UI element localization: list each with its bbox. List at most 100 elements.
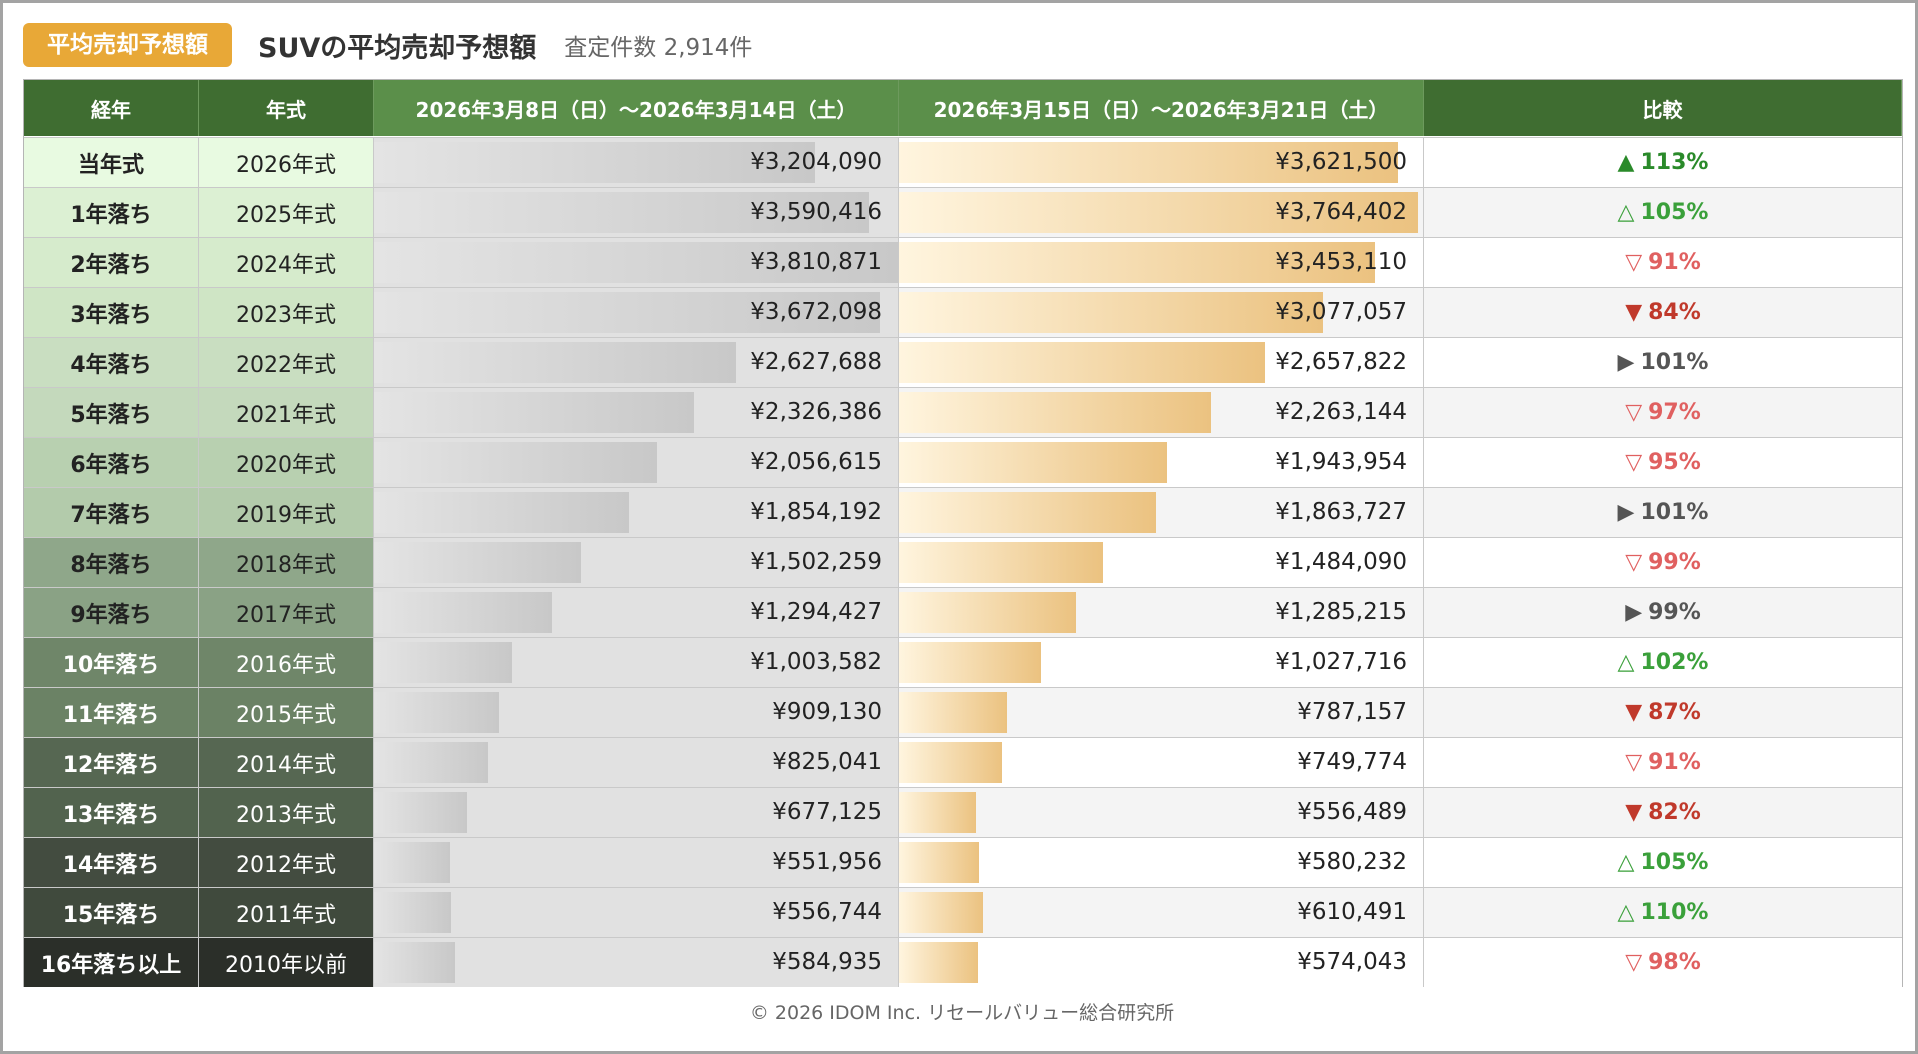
- comparison-cell: △ 105%: [1424, 838, 1902, 887]
- curr-period-value: ¥787,157: [1297, 699, 1407, 725]
- triangle-down-filled-icon: ▼: [1625, 800, 1643, 825]
- triangle-up-outline-icon: △: [1617, 850, 1635, 875]
- header-model-year: 年式: [199, 80, 374, 136]
- curr-period-cell: ¥1,863,727: [899, 488, 1424, 537]
- chart-header: 平均売却予想額 SUVの平均売却予想額 査定件数 2,914件: [23, 23, 752, 67]
- prev-period-cell: ¥584,935: [374, 938, 899, 987]
- curr-period-bar: [899, 242, 1375, 283]
- triangle-down-filled-icon: ▼: [1625, 300, 1643, 325]
- prev-period-bar: [374, 892, 451, 933]
- curr-period-cell: ¥580,232: [899, 838, 1424, 887]
- model-year-cell: 2020年式: [199, 438, 374, 487]
- prev-period-value: ¥3,590,416: [750, 199, 882, 225]
- prev-period-bar: [374, 592, 553, 633]
- comparison-percent: 91%: [1648, 250, 1701, 275]
- curr-period-cell: ¥3,764,402: [899, 188, 1424, 237]
- comparison-percent: 84%: [1648, 300, 1701, 325]
- prev-period-value: ¥677,125: [772, 799, 882, 825]
- prev-period-value: ¥3,204,090: [750, 149, 882, 175]
- table-row: 9年落ち 2017年式 ¥1,294,427 ¥1,285,215 ▶ 99%: [24, 587, 1902, 637]
- curr-period-cell: ¥1,943,954: [899, 438, 1424, 487]
- table-row: 1年落ち 2025年式 ¥3,590,416 ¥3,764,402 △ 105%: [24, 187, 1902, 237]
- table-row: 14年落ち 2012年式 ¥551,956 ¥580,232 △ 105%: [24, 837, 1902, 887]
- comparison-percent: 113%: [1640, 150, 1709, 175]
- curr-period-value: ¥1,285,215: [1275, 599, 1407, 625]
- curr-period-cell: ¥787,157: [899, 688, 1424, 737]
- comparison-cell: ▶ 99%: [1424, 588, 1902, 637]
- prev-period-bar: [374, 492, 630, 533]
- table-row: 2年落ち 2024年式 ¥3,810,871 ¥3,453,110 ▽ 91%: [24, 237, 1902, 287]
- prev-period-bar: [374, 942, 455, 983]
- curr-period-bar: [899, 842, 979, 883]
- chart-title: SUVの平均売却予想額: [258, 32, 537, 64]
- curr-period-value: ¥2,657,822: [1275, 349, 1407, 375]
- age-cell: 当年式: [24, 138, 199, 187]
- table-row: 8年落ち 2018年式 ¥1,502,259 ¥1,484,090 ▽ 99%: [24, 537, 1902, 587]
- comparison-percent: 101%: [1640, 350, 1709, 375]
- prev-period-cell: ¥3,204,090: [374, 138, 899, 187]
- triangle-down-outline-icon: ▽: [1625, 950, 1643, 975]
- triangle-down-outline-icon: ▽: [1625, 450, 1643, 475]
- comparison-percent: 105%: [1640, 200, 1709, 225]
- age-cell: 1年落ち: [24, 188, 199, 237]
- curr-period-cell: ¥1,484,090: [899, 538, 1424, 587]
- triangle-right-filled-icon: ▶: [1617, 350, 1635, 375]
- comparison-cell: ▽ 91%: [1424, 238, 1902, 287]
- comparison-percent: 110%: [1640, 900, 1709, 925]
- triangle-down-filled-icon: ▼: [1625, 700, 1643, 725]
- prev-period-value: ¥2,627,688: [750, 349, 882, 375]
- curr-period-bar: [899, 742, 1003, 783]
- prev-period-bar: [374, 542, 581, 583]
- prev-period-value: ¥584,935: [772, 949, 882, 975]
- prev-period-value: ¥556,744: [772, 899, 882, 925]
- triangle-right-filled-icon: ▶: [1625, 600, 1643, 625]
- prev-period-bar: [374, 142, 816, 183]
- model-year-cell: 2016年式: [199, 638, 374, 687]
- prev-period-value: ¥1,294,427: [750, 599, 882, 625]
- comparison-percent: 95%: [1648, 450, 1701, 475]
- prev-period-bar: [374, 792, 468, 833]
- age-cell: 8年落ち: [24, 538, 199, 587]
- curr-period-value: ¥610,491: [1297, 899, 1407, 925]
- curr-period-cell: ¥2,657,822: [899, 338, 1424, 387]
- curr-period-cell: ¥2,263,144: [899, 388, 1424, 437]
- curr-period-bar: [899, 592, 1077, 633]
- triangle-up-outline-icon: △: [1617, 200, 1635, 225]
- prev-period-cell: ¥1,294,427: [374, 588, 899, 637]
- curr-period-bar: [899, 492, 1156, 533]
- model-year-cell: 2021年式: [199, 388, 374, 437]
- age-cell: 15年落ち: [24, 888, 199, 937]
- age-cell: 14年落ち: [24, 838, 199, 887]
- table-row: 5年落ち 2021年式 ¥2,326,386 ¥2,263,144 ▽ 97%: [24, 387, 1902, 437]
- age-cell: 11年落ち: [24, 688, 199, 737]
- curr-period-bar: [899, 342, 1266, 383]
- comparison-cell: ▽ 95%: [1424, 438, 1902, 487]
- comparison-cell: ▽ 91%: [1424, 738, 1902, 787]
- prev-period-cell: ¥3,590,416: [374, 188, 899, 237]
- comparison-cell: △ 102%: [1424, 638, 1902, 687]
- model-year-cell: 2017年式: [199, 588, 374, 637]
- curr-period-value: ¥580,232: [1297, 849, 1407, 875]
- comparison-percent: 102%: [1640, 650, 1709, 675]
- curr-period-bar: [899, 892, 984, 933]
- curr-period-bar: [899, 542, 1104, 583]
- comparison-cell: ▼ 84%: [1424, 288, 1902, 337]
- prev-period-value: ¥3,672,098: [750, 299, 882, 325]
- comparison-percent: 101%: [1640, 500, 1709, 525]
- prev-period-value: ¥551,956: [772, 849, 882, 875]
- comparison-cell: ▼ 87%: [1424, 688, 1902, 737]
- model-year-cell: 2019年式: [199, 488, 374, 537]
- curr-period-cell: ¥1,285,215: [899, 588, 1424, 637]
- prev-period-cell: ¥677,125: [374, 788, 899, 837]
- age-cell: 3年落ち: [24, 288, 199, 337]
- age-cell: 7年落ち: [24, 488, 199, 537]
- age-cell: 6年落ち: [24, 438, 199, 487]
- curr-period-cell: ¥3,621,500: [899, 138, 1424, 187]
- category-badge: 平均売却予想額: [23, 23, 232, 67]
- age-cell: 4年落ち: [24, 338, 199, 387]
- table-row: 12年落ち 2014年式 ¥825,041 ¥749,774 ▽ 91%: [24, 737, 1902, 787]
- curr-period-cell: ¥1,027,716: [899, 638, 1424, 687]
- curr-period-cell: ¥749,774: [899, 738, 1424, 787]
- prev-period-value: ¥825,041: [772, 749, 882, 775]
- comparison-percent: 82%: [1648, 800, 1701, 825]
